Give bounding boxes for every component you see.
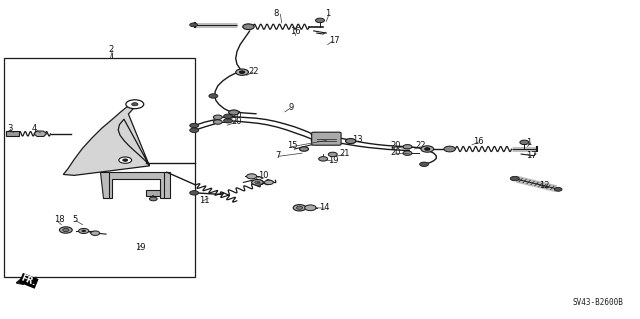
Circle shape bbox=[510, 176, 519, 181]
Circle shape bbox=[223, 119, 232, 123]
Circle shape bbox=[421, 146, 434, 152]
Circle shape bbox=[189, 123, 198, 128]
Circle shape bbox=[328, 152, 337, 157]
Text: 17: 17 bbox=[526, 151, 537, 160]
Bar bbox=[147, 190, 161, 196]
Text: 19: 19 bbox=[135, 243, 145, 252]
Circle shape bbox=[82, 230, 86, 232]
Circle shape bbox=[228, 110, 239, 115]
Circle shape bbox=[91, 231, 100, 235]
Circle shape bbox=[311, 132, 320, 137]
Circle shape bbox=[252, 180, 263, 185]
Circle shape bbox=[346, 138, 356, 144]
Circle shape bbox=[293, 204, 306, 211]
Circle shape bbox=[554, 188, 562, 191]
Text: 1: 1 bbox=[325, 9, 330, 18]
Circle shape bbox=[403, 145, 412, 149]
Text: 22: 22 bbox=[416, 141, 426, 150]
Circle shape bbox=[209, 94, 218, 98]
Circle shape bbox=[403, 151, 412, 155]
Text: 16: 16 bbox=[290, 27, 301, 36]
Bar bbox=[6, 131, 19, 136]
Circle shape bbox=[420, 162, 429, 167]
Text: 8: 8 bbox=[273, 9, 279, 18]
Text: 17: 17 bbox=[330, 36, 340, 45]
Polygon shape bbox=[100, 172, 170, 197]
Text: SV43-B2600B: SV43-B2600B bbox=[572, 298, 623, 307]
Text: 14: 14 bbox=[319, 203, 329, 211]
Text: 20: 20 bbox=[390, 148, 401, 157]
Text: FR.: FR. bbox=[20, 274, 38, 288]
Circle shape bbox=[305, 205, 316, 211]
Circle shape bbox=[63, 228, 69, 232]
Circle shape bbox=[213, 115, 222, 120]
Text: 4: 4 bbox=[31, 124, 36, 133]
Circle shape bbox=[119, 157, 132, 163]
Text: 12: 12 bbox=[539, 181, 550, 190]
Circle shape bbox=[189, 191, 198, 195]
Circle shape bbox=[520, 140, 529, 145]
Text: 9: 9 bbox=[288, 103, 293, 112]
Polygon shape bbox=[34, 131, 47, 137]
Circle shape bbox=[296, 206, 303, 209]
Text: 15: 15 bbox=[287, 141, 298, 150]
Polygon shape bbox=[63, 102, 150, 175]
Text: 20: 20 bbox=[232, 111, 243, 120]
Text: 6: 6 bbox=[258, 178, 264, 187]
Circle shape bbox=[123, 159, 128, 161]
FancyBboxPatch shape bbox=[4, 58, 195, 277]
Circle shape bbox=[79, 228, 89, 234]
Circle shape bbox=[425, 148, 430, 150]
Text: 19: 19 bbox=[328, 156, 339, 165]
Circle shape bbox=[126, 100, 144, 109]
Text: 3: 3 bbox=[7, 124, 12, 133]
FancyBboxPatch shape bbox=[312, 132, 341, 145]
Text: 11: 11 bbox=[198, 196, 209, 205]
Text: 13: 13 bbox=[352, 135, 362, 144]
Circle shape bbox=[444, 146, 456, 152]
Text: 5: 5 bbox=[72, 215, 77, 224]
Circle shape bbox=[243, 24, 254, 30]
Circle shape bbox=[213, 120, 222, 124]
Circle shape bbox=[246, 174, 257, 179]
Text: 20: 20 bbox=[390, 141, 401, 150]
Circle shape bbox=[264, 180, 273, 185]
Circle shape bbox=[132, 103, 138, 106]
Circle shape bbox=[189, 23, 197, 27]
Text: 1: 1 bbox=[526, 137, 532, 146]
Text: 7: 7 bbox=[275, 151, 281, 160]
Circle shape bbox=[223, 114, 232, 119]
Text: 16: 16 bbox=[473, 137, 484, 145]
Circle shape bbox=[189, 128, 198, 132]
Circle shape bbox=[311, 138, 320, 143]
Text: 2: 2 bbox=[108, 45, 113, 54]
Circle shape bbox=[150, 197, 157, 201]
Circle shape bbox=[60, 227, 72, 233]
Text: FR.: FR. bbox=[20, 274, 38, 288]
Text: 22: 22 bbox=[248, 67, 259, 76]
Circle shape bbox=[300, 147, 308, 151]
Text: 20: 20 bbox=[232, 117, 243, 126]
Circle shape bbox=[255, 181, 260, 184]
Text: 18: 18 bbox=[54, 215, 65, 224]
Circle shape bbox=[316, 18, 324, 23]
Text: 10: 10 bbox=[258, 171, 269, 180]
Text: 21: 21 bbox=[339, 149, 349, 158]
Circle shape bbox=[319, 157, 328, 161]
Circle shape bbox=[236, 69, 248, 75]
Circle shape bbox=[239, 71, 244, 73]
